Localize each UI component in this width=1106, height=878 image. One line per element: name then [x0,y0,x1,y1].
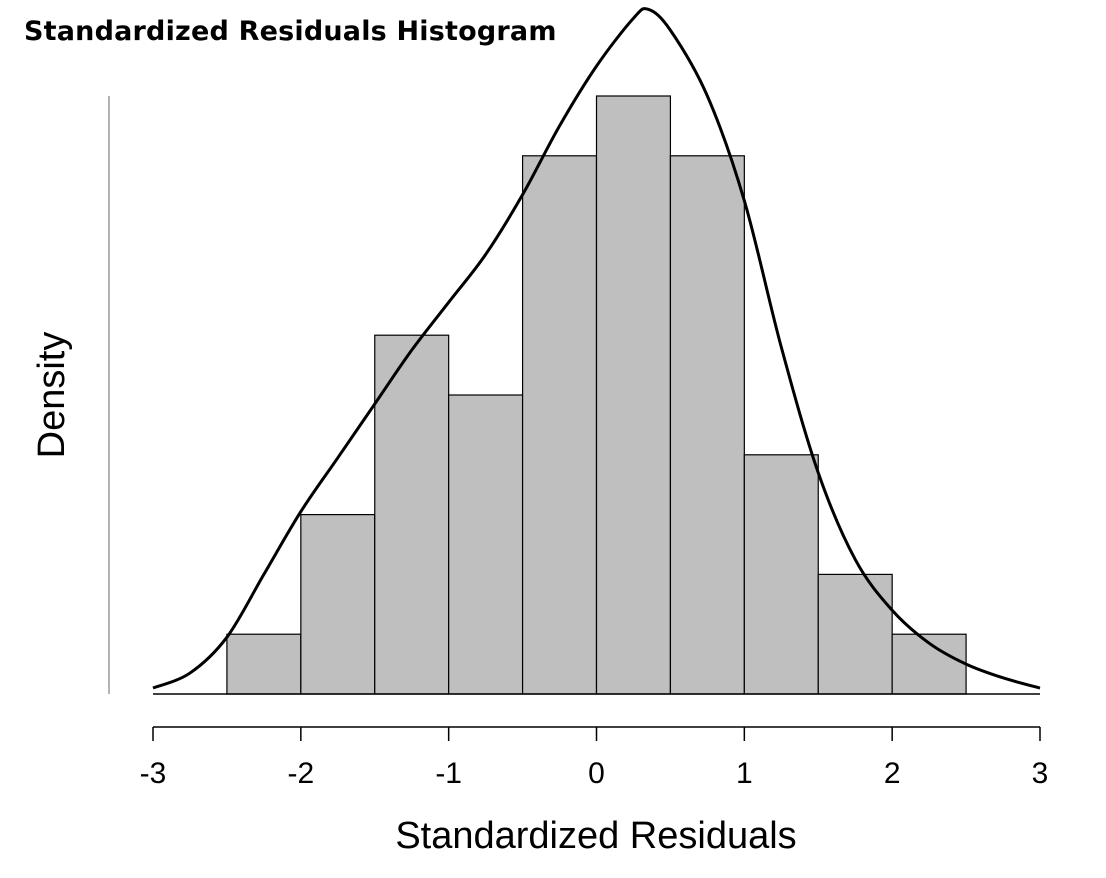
histogram-bar [300,513,376,695]
histogram-bar [743,454,819,695]
histogram-bars [226,95,967,695]
x-tick-label: -1 [435,757,462,790]
x-ticks: -3 -2 -1 0 1 2 3 [140,727,1049,790]
x-tick-label: 0 [588,757,605,790]
histogram-bar [448,394,524,695]
density-curve [152,7,1041,690]
histogram-bar [226,633,302,695]
histogram-bar [374,334,450,695]
x-axis-title: Standardized Residuals [395,815,796,857]
histogram-bar [521,155,598,695]
x-tick-label: -2 [287,757,314,790]
chart-title: Standardized Residuals Histogram [24,16,557,47]
histogram-bar [669,155,745,695]
x-tick-label: 2 [884,757,901,790]
histogram-bar [817,573,893,695]
x-tick-label: 1 [736,757,753,790]
x-tick-label: 3 [1032,757,1049,790]
x-tick-label: -3 [140,757,167,790]
y-axis-title: Density [31,332,73,459]
histogram-bar [595,95,672,695]
